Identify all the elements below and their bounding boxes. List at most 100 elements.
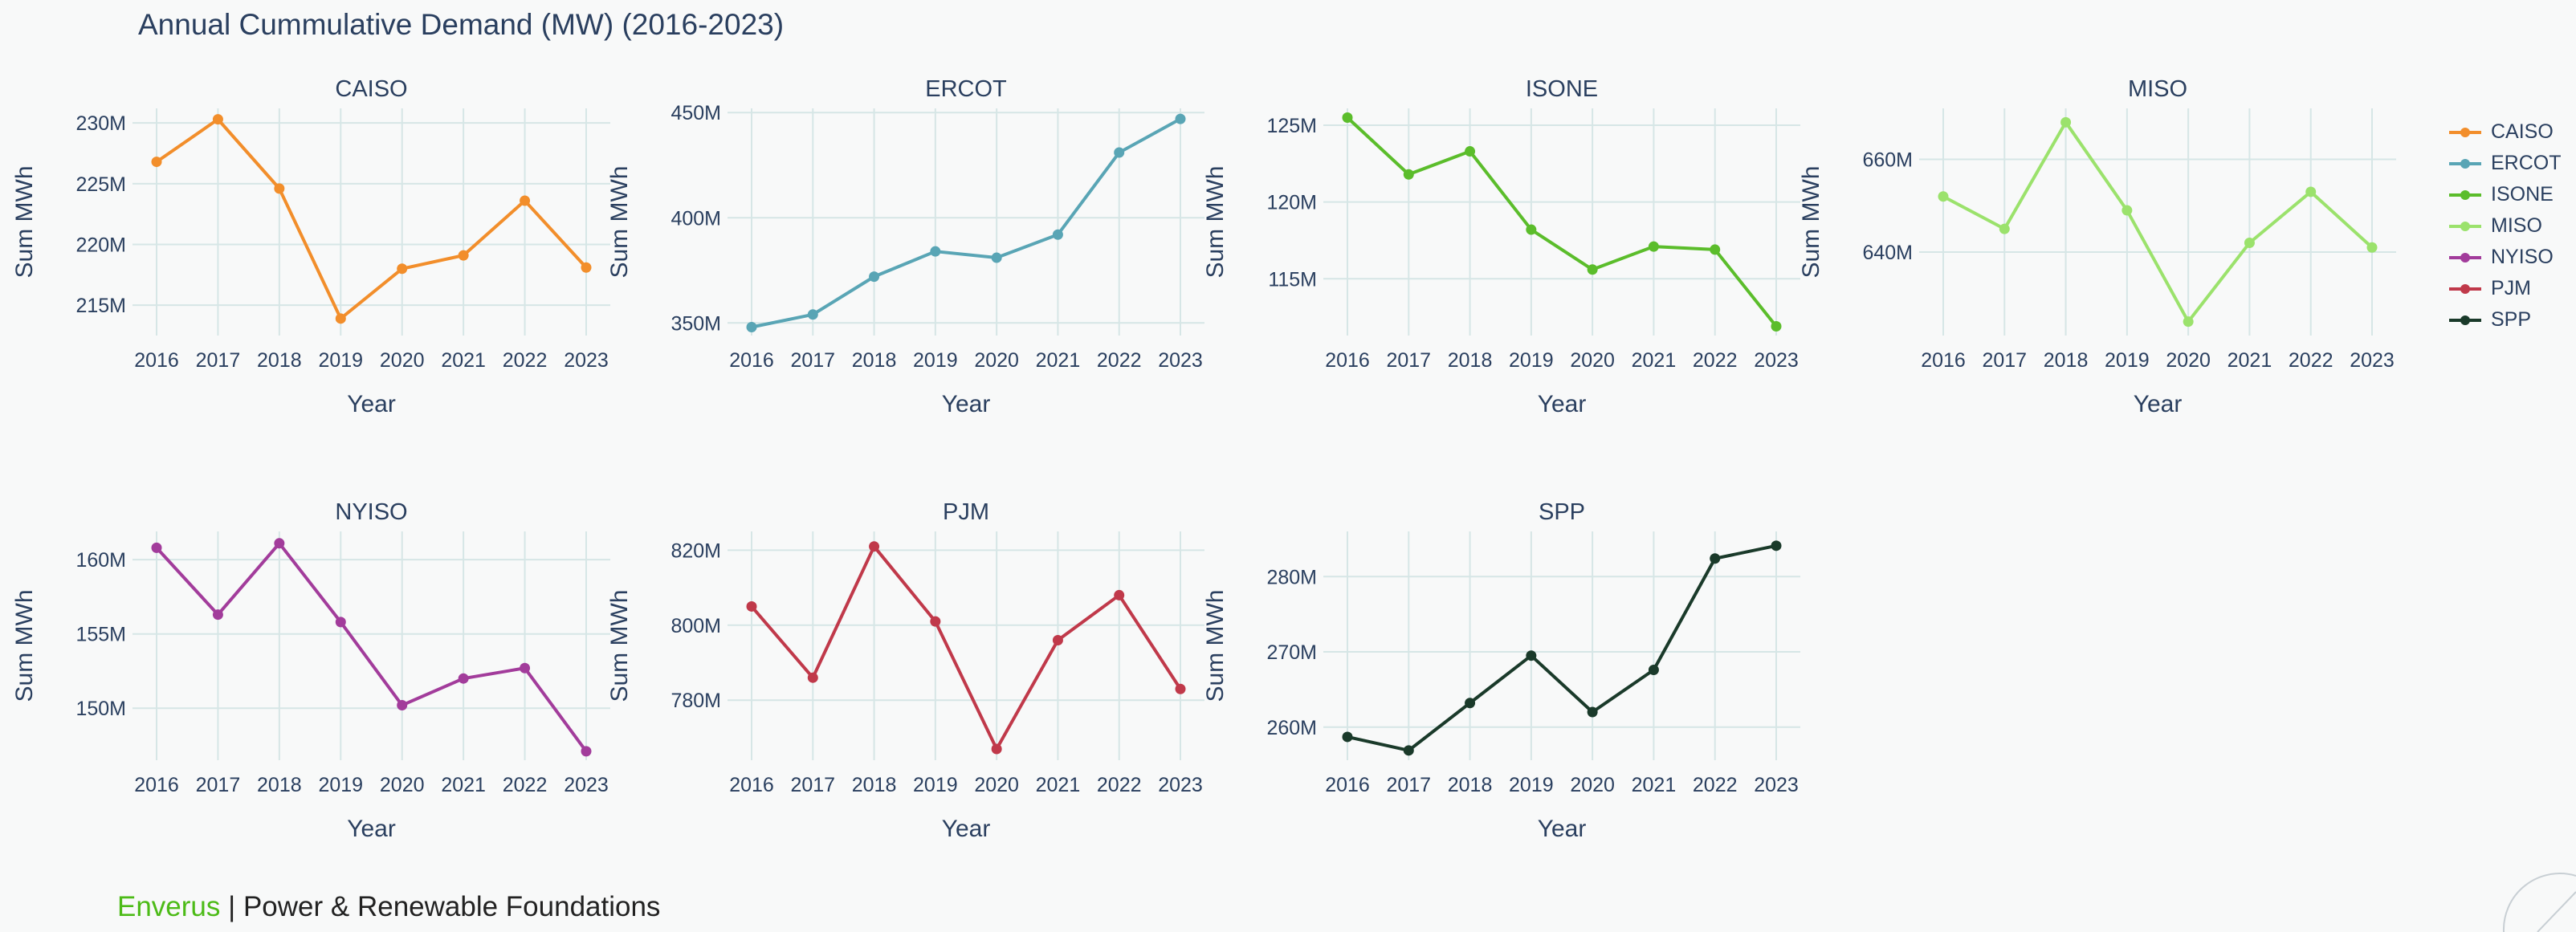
x-tick-label: 2022 [1693, 774, 1738, 796]
y-tick-label: 120M [1266, 192, 1317, 214]
legend-swatch-icon [2449, 221, 2481, 231]
data-point [1999, 223, 2010, 234]
subplot-spp: 260M 270M 280M 2016 2017 2018 2019 2020 2021 2022… [1202, 499, 1800, 842]
x-tick-label: 2021 [1036, 349, 1081, 372]
legend-label: PJM [2491, 277, 2531, 299]
data-point [2305, 186, 2317, 197]
x-tick-label: 2020 [1570, 349, 1615, 372]
subplot-title: SPP [1539, 499, 1585, 525]
data-point [520, 195, 531, 206]
data-point [397, 263, 408, 275]
y-tick-label: 125M [1266, 115, 1317, 137]
legend-item-spp[interactable]: SPP [2448, 304, 2562, 336]
footer-subtitle: Power & Renewable Foundations [243, 891, 661, 922]
data-point [930, 246, 941, 257]
x-tick-label: 2016 [729, 774, 774, 796]
x-tick-label: 2017 [1386, 349, 1431, 372]
y-tick-label: 400M [670, 207, 721, 230]
legend: CAISO ERCOT ISONE MISO NYISO PJM SPP [2448, 116, 2562, 336]
footer-separator: | [220, 891, 243, 922]
legend-swatch-icon [2449, 252, 2481, 263]
x-tick-label: 2022 [1097, 349, 1142, 372]
x-tick-label: 2021 [2228, 349, 2272, 372]
data-point [1771, 540, 1782, 551]
y-tick-label: 230M [75, 112, 126, 135]
data-point [1052, 634, 1063, 645]
series-line-nyiso [155, 541, 588, 753]
x-tick-label: 2017 [790, 774, 835, 796]
legend-item-ercot[interactable]: ERCOT [2448, 148, 2562, 179]
data-point [991, 743, 1002, 755]
data-point [1771, 321, 1782, 332]
x-tick-label: 2017 [790, 349, 835, 372]
x-axis-label: Year [942, 816, 991, 842]
legend-swatch-marker [2460, 189, 2470, 200]
x-tick-label: 2018 [1448, 774, 1493, 796]
legend-item-pjm[interactable]: PJM [2448, 273, 2562, 304]
data-point [1587, 706, 1598, 718]
data-point [746, 322, 757, 333]
legend-swatch-icon [2449, 315, 2481, 325]
x-tick-label: 2016 [1921, 349, 1966, 372]
x-tick-label: 2017 [196, 774, 241, 796]
y-axis-label: Sum MWh [1798, 165, 1824, 278]
x-tick-label: 2018 [2044, 349, 2089, 372]
subplot-nyiso: 150M 155M 160M 2016 2017 2018 2019 2020 2021 2022… [11, 499, 610, 842]
x-tick-label: 2018 [1448, 349, 1493, 372]
x-tick-label: 2020 [1570, 774, 1615, 796]
x-tick-label: 2022 [503, 774, 548, 796]
data-point [869, 271, 880, 283]
legend-item-miso[interactable]: MISO [2448, 210, 2562, 242]
x-tick-label: 2020 [2166, 349, 2211, 372]
subplot-title: PJM [943, 499, 989, 525]
data-point [212, 609, 223, 621]
legend-label: ISONE [2491, 183, 2554, 206]
series-line-miso [1942, 120, 2374, 324]
data-point [2122, 205, 2133, 216]
x-tick-label: 2019 [2105, 349, 2150, 372]
corner-decoration [2502, 873, 2576, 932]
data-point [1114, 147, 1125, 158]
legend-swatch-icon [2449, 127, 2481, 137]
data-point [1465, 146, 1476, 157]
x-tick-label: 2021 [1632, 774, 1677, 796]
data-point [520, 662, 531, 674]
x-axis-label: Year [2134, 391, 2183, 417]
x-tick-label: 2023 [1754, 349, 1799, 372]
x-tick-label: 2016 [1325, 349, 1370, 372]
y-axis-label: Sum MWh [606, 589, 633, 702]
data-point [458, 673, 469, 684]
x-tick-label: 2018 [852, 774, 897, 796]
legend-item-caiso[interactable]: CAISO [2448, 116, 2562, 148]
x-tick-label: 2020 [380, 349, 425, 372]
x-tick-label: 2020 [380, 774, 425, 796]
y-axis-label: Sum MWh [606, 165, 633, 278]
x-axis-label: Year [347, 391, 396, 417]
y-tick-label: 660M [1862, 149, 1913, 172]
subplot-miso: 640M 660M 2016 2017 2018 2019 2020 2021 2022 2023… [1798, 76, 2396, 417]
data-point [151, 157, 162, 168]
data-point [151, 542, 162, 553]
data-point [930, 616, 941, 627]
subplot-ercot: 350M 400M 450M 2016 2017 2018 2019 2020 2021 2022… [606, 76, 1204, 417]
subplot-pjm: 780M 800M 820M 2016 2017 2018 2019 2020 2021 2022… [606, 499, 1204, 842]
subplot-title: NYISO [335, 499, 407, 525]
series-line-isone [1346, 116, 1778, 328]
legend-item-isone[interactable]: ISONE [2448, 179, 2562, 210]
legend-swatch-icon [2449, 283, 2481, 294]
legend-item-nyiso[interactable]: NYISO [2448, 242, 2562, 273]
data-point [1587, 264, 1598, 275]
subplot-title: ISONE [1526, 76, 1598, 102]
data-point [1465, 698, 1476, 709]
x-tick-label: 2022 [2289, 349, 2333, 372]
legend-swatch-marker [2460, 315, 2470, 325]
y-tick-label: 160M [75, 549, 126, 572]
x-tick-label: 2023 [1754, 774, 1799, 796]
series-line-ercot [751, 117, 1181, 329]
series-line-spp [1347, 543, 1777, 752]
x-tick-label: 2020 [974, 349, 1019, 372]
data-point [397, 700, 408, 711]
subplot-caiso: 215M 220M 225M 230M 2016 2017 2018 2019 2020 2021… [11, 76, 610, 417]
x-tick-label: 2016 [729, 349, 774, 372]
